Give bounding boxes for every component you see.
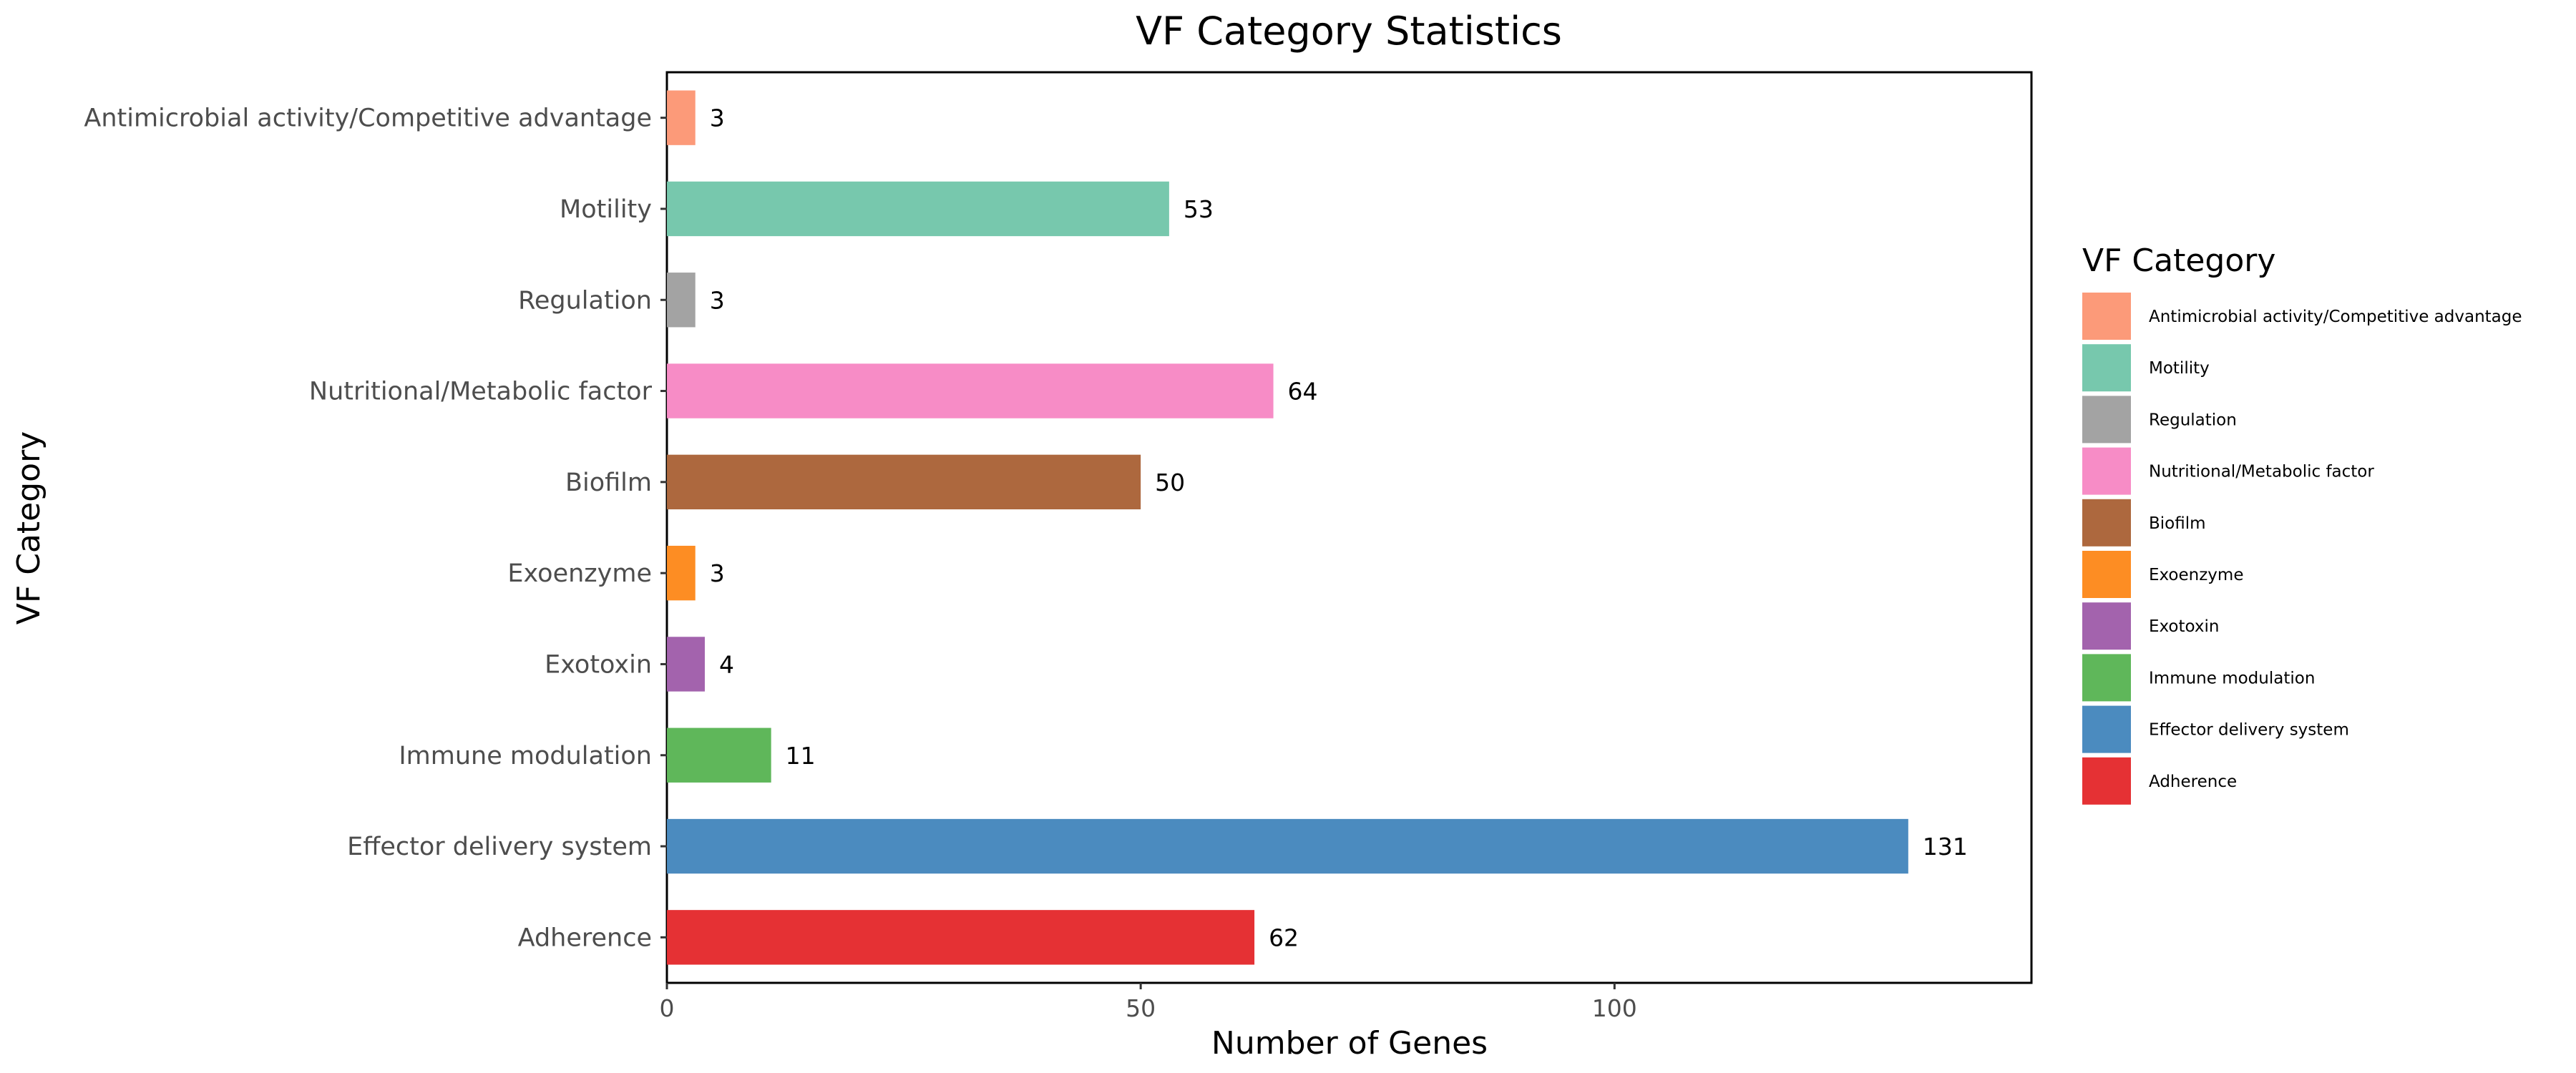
- bars: 3 53 3 64 50 3 4 11 131 62: [667, 90, 1968, 965]
- plot-panel: [665, 71, 2033, 984]
- y-tick-label-immune-modulation: Immune modulation: [399, 742, 652, 770]
- value-label-regulation: 3: [710, 286, 725, 314]
- value-label-exotoxin: 4: [719, 650, 734, 678]
- bar-immune-modulation: [667, 727, 771, 783]
- y-tick-label-adherence: Adherence: [518, 923, 652, 952]
- legend-label-motility: Motility: [2149, 359, 2210, 378]
- legend-label-nutritional-metabolic-factor: Nutritional/Metabolic factor: [2149, 463, 2374, 481]
- legend: VF Category Antimicrobial activity/Compe…: [2082, 242, 2522, 805]
- y-tick-label-exoenzyme: Exoenzyme: [507, 559, 652, 588]
- x-axis-title: Number of Genes: [1211, 1025, 1488, 1062]
- y-tick-label-motility: Motility: [560, 195, 652, 224]
- legend-key-motility: [2082, 344, 2131, 392]
- y-tick-label-antimicrobial-activity-competitive-advantage: Antimicrobial activity/Competitive advan…: [84, 104, 652, 133]
- legend-label-exotoxin: Exotoxin: [2149, 617, 2219, 636]
- axes: Antimicrobial activity/Competitive advan…: [84, 104, 1636, 1022]
- bar-exoenzyme: [667, 545, 696, 601]
- bar-biofilm: [667, 454, 1141, 510]
- legend-label-antimicrobial-activity-competitive-advantage: Antimicrobial activity/Competitive advan…: [2149, 308, 2522, 326]
- bar-antimicrobial-activity-competitive-advantage: [667, 90, 696, 145]
- chart-title: VF Category Statistics: [1136, 9, 1562, 54]
- x-tick-label-50: 50: [1126, 994, 1156, 1022]
- legend-label-regulation: Regulation: [2149, 411, 2237, 429]
- legend-key-nutritional-metabolic-factor: [2082, 447, 2131, 495]
- bar-exotoxin: [667, 637, 705, 692]
- bar-regulation: [667, 273, 696, 328]
- legend-key-exoenzyme: [2082, 551, 2131, 598]
- y-axis-title: VF Category: [11, 431, 47, 624]
- value-label-effector-delivery-system: 131: [1923, 833, 1968, 861]
- bar-nutritional-metabolic-factor: [667, 363, 1274, 418]
- value-label-antimicrobial-activity-competitive-advantage: 3: [710, 104, 725, 132]
- bar-motility: [667, 181, 1169, 237]
- legend-key-biofilm: [2082, 499, 2131, 547]
- legend-label-exoenzyme: Exoenzyme: [2149, 566, 2243, 584]
- legend-label-biofilm: Biofilm: [2149, 514, 2206, 533]
- value-label-immune-modulation: 11: [786, 742, 816, 770]
- x-tick-label-0: 0: [660, 994, 675, 1022]
- bar-adherence: [667, 910, 1255, 965]
- legend-label-effector-delivery-system: Effector delivery system: [2149, 721, 2349, 740]
- legend-key-exotoxin: [2082, 602, 2131, 650]
- legend-key-immune-modulation: [2082, 654, 2131, 702]
- value-label-nutritional-metabolic-factor: 64: [1288, 378, 1318, 406]
- y-tick-label-biofilm: Biofilm: [565, 469, 652, 497]
- legend-title: VF Category: [2082, 242, 2275, 279]
- y-tick-label-exotoxin: Exotoxin: [545, 650, 652, 679]
- value-label-exoenzyme: 3: [710, 559, 725, 587]
- value-label-adherence: 62: [1269, 923, 1299, 951]
- value-label-motility: 53: [1184, 195, 1214, 223]
- legend-label-adherence: Adherence: [2149, 773, 2237, 791]
- y-tick-label-regulation: Regulation: [518, 286, 652, 315]
- legend-key-effector-delivery-system: [2082, 705, 2131, 753]
- legend-label-immune-modulation: Immune modulation: [2149, 669, 2315, 687]
- legend-key-antimicrobial-activity-competitive-advantage: [2082, 293, 2131, 340]
- value-label-biofilm: 50: [1155, 469, 1185, 496]
- y-tick-label-nutritional-metabolic-factor: Nutritional/Metabolic factor: [309, 378, 653, 406]
- y-tick-label-effector-delivery-system: Effector delivery system: [347, 833, 652, 861]
- legend-key-regulation: [2082, 396, 2131, 444]
- x-tick-label-100: 100: [1592, 994, 1637, 1022]
- legend-key-adherence: [2082, 757, 2131, 805]
- bar-effector-delivery-system: [667, 818, 1908, 874]
